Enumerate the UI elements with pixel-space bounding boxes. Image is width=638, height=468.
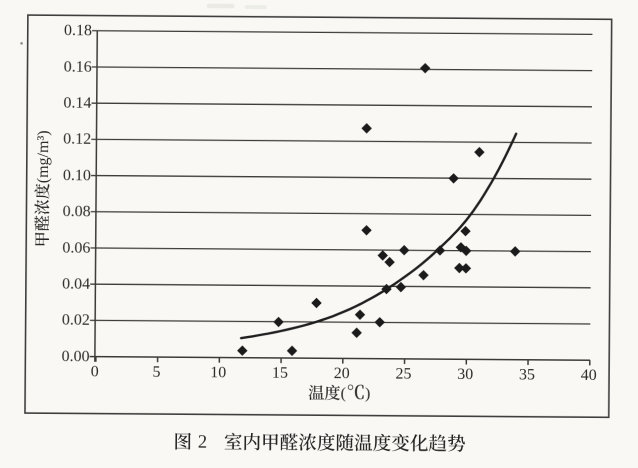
svg-text:0.02: 0.02 <box>62 312 90 329</box>
svg-text:0.10: 0.10 <box>63 167 91 184</box>
svg-text:(mg/m³): (mg/m³) <box>35 130 52 183</box>
svg-text:0.16: 0.16 <box>64 58 92 75</box>
svg-text:0.04: 0.04 <box>62 276 90 293</box>
svg-text:5: 5 <box>152 364 160 381</box>
svg-text:2: 2 <box>198 432 207 453</box>
svg-text:15: 15 <box>272 365 288 382</box>
svg-text:(: ( <box>341 383 347 402</box>
svg-text:): ) <box>365 384 371 403</box>
svg-text:40: 40 <box>581 367 597 384</box>
svg-text:0.08: 0.08 <box>63 203 91 220</box>
svg-text:0.14: 0.14 <box>63 95 91 112</box>
svg-text:0.06: 0.06 <box>62 239 90 256</box>
svg-text:10: 10 <box>210 364 226 381</box>
svg-text:0.12: 0.12 <box>63 131 91 148</box>
svg-text:0: 0 <box>91 363 99 380</box>
svg-text:35: 35 <box>519 367 535 384</box>
svg-text:20: 20 <box>334 365 350 382</box>
svg-text:30: 30 <box>457 366 473 383</box>
svg-text:0.00: 0.00 <box>62 348 90 365</box>
svg-text:0.18: 0.18 <box>64 22 92 39</box>
svg-text:25: 25 <box>395 366 411 383</box>
